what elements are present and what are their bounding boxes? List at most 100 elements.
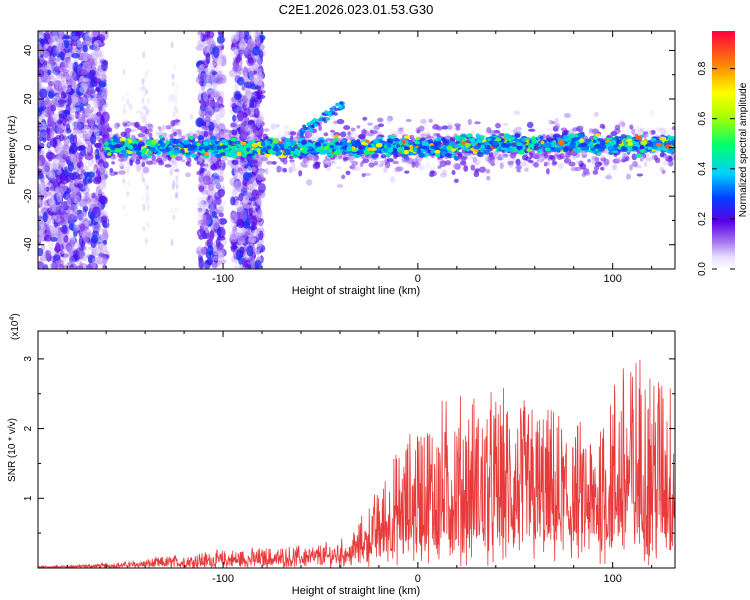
spectrogram-cell	[467, 118, 472, 126]
spectrogram-cell	[375, 156, 383, 164]
spectrogram-cell	[578, 125, 585, 130]
spectrogram-cell	[603, 158, 610, 166]
spectrogram-cell	[272, 138, 279, 144]
spectrogram-cell	[112, 154, 117, 160]
spectrogram-cell	[117, 154, 124, 158]
spectrogram-cell	[102, 229, 109, 240]
spectrogram-cell	[77, 250, 85, 260]
spectrogram-cell	[84, 235, 89, 244]
spectrogram-cell	[255, 110, 260, 116]
spectrogram-cell	[200, 102, 205, 114]
spectrogram-cell	[100, 216, 108, 224]
spectrogram-cell	[470, 164, 476, 171]
spectrogram-cell	[122, 108, 126, 115]
spectrogram-cell	[612, 164, 617, 171]
spectrogram-cell	[217, 31, 224, 36]
spectrogram-cell	[82, 124, 91, 130]
spectrogram-cell	[47, 194, 55, 206]
spectrogram-cell	[90, 192, 96, 199]
spectrogram-cell	[143, 91, 147, 98]
spectrogram-cell	[551, 161, 557, 166]
spectrogram-cell	[591, 160, 596, 165]
spectrogram-cell	[142, 226, 146, 232]
spectrogram-cell	[77, 145, 87, 151]
spectrogram-cell	[122, 119, 128, 124]
spectrogram-cell	[38, 193, 42, 203]
spectrogram-cell	[65, 123, 71, 132]
spectrogram-cell	[85, 31, 91, 34]
spectrogram-cell	[230, 196, 236, 206]
spectrogram-cell	[250, 215, 258, 227]
spectrogram-cell	[333, 107, 338, 112]
spectrogram-cell	[234, 226, 241, 239]
spectrogram-cell	[289, 131, 297, 136]
spectrogram-cell	[92, 256, 102, 264]
spectrogram-cell	[101, 104, 107, 113]
spectrogram-cell	[46, 192, 52, 197]
spectrogram-cell	[62, 117, 67, 127]
spectrogram-cell	[199, 197, 205, 208]
spectrogram-cell	[212, 255, 220, 262]
spectrogram-cell	[238, 193, 244, 202]
spectrogram-cell	[84, 32, 94, 45]
spectrogram-cell	[237, 110, 245, 122]
spectrogram-cell	[172, 214, 176, 220]
spectrogram-cell	[218, 259, 227, 264]
spectrogram-cell	[250, 166, 257, 172]
spectrogram-cell	[275, 123, 280, 128]
spectrogram-cell	[593, 111, 599, 118]
spectrogram-cell	[200, 200, 206, 205]
spectrogram-cell	[52, 136, 58, 149]
spectrogram-cell	[217, 70, 223, 77]
spectrogram-cell	[83, 63, 93, 69]
spectrogram-cell	[53, 66, 61, 73]
spectrogram-cell	[323, 132, 329, 137]
spectrogram-cell	[45, 106, 52, 111]
spectrogram-cell	[198, 246, 207, 256]
spectrogram-cell	[49, 153, 56, 160]
spectrogram-cell	[77, 113, 85, 122]
spectrogram-cell	[43, 162, 51, 170]
spectrogram-cell	[515, 164, 522, 171]
spectrogram-cell	[40, 118, 47, 130]
spectrogram-cell	[83, 130, 89, 140]
spectrogram-cell	[246, 245, 254, 257]
spectrogram-cell	[253, 159, 258, 164]
spectrogram-cell	[333, 112, 338, 116]
spectrogram-cell	[125, 127, 132, 134]
spectrogram-cell	[514, 133, 521, 138]
spectrogram-cell	[563, 113, 571, 118]
spectrogram-cell	[122, 181, 126, 186]
spectrogram-cell	[198, 200, 207, 208]
spectrogram-cell	[233, 90, 242, 101]
spectrogram-cell	[210, 80, 218, 91]
spectrogram-cell	[347, 155, 355, 163]
spectrogram-cell	[90, 69, 96, 77]
spectrogram-cell	[93, 77, 102, 84]
spectrogram-cell	[95, 62, 102, 74]
spectrogram-cell	[216, 35, 225, 45]
spectrogram-cell	[263, 128, 270, 132]
spectrogram-cell	[71, 187, 80, 199]
spectrogram-cell	[102, 264, 107, 269]
spectrogram-cell	[98, 98, 104, 107]
spectrogram-cell	[339, 101, 344, 105]
spectrogram-cell	[425, 162, 431, 169]
spectrogram-cell	[67, 59, 73, 71]
spectrogram-cell	[170, 120, 176, 127]
spectrogram-cell	[380, 154, 387, 159]
spectrogram-cell	[60, 60, 69, 68]
spectrogram-cell	[44, 249, 50, 260]
spectrogram-cell	[72, 161, 78, 172]
spectrogram-cell	[211, 70, 218, 76]
spectrogram-cell	[600, 154, 605, 159]
spectrogram-cell	[84, 104, 92, 116]
spectrogram-cell	[63, 252, 71, 260]
spectrogram-cell	[72, 134, 78, 146]
spectrogram-cell	[67, 246, 75, 255]
spectrogram-cell	[199, 63, 205, 69]
spectrogram-cell	[568, 161, 576, 167]
spectrogram-cell	[411, 161, 416, 168]
spectrogram-cell	[201, 246, 208, 255]
